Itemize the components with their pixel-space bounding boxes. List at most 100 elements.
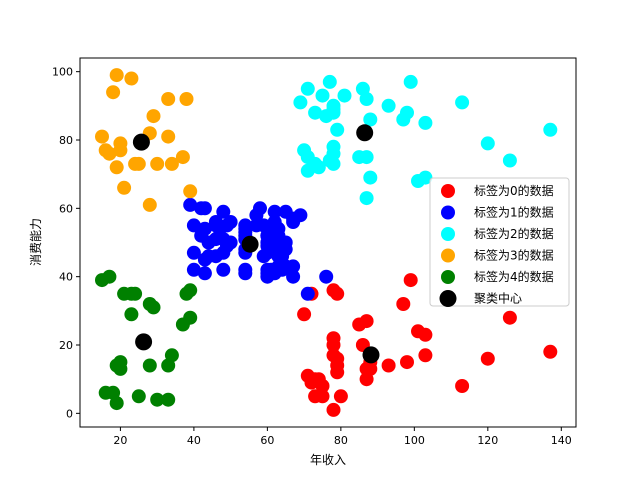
data-point bbox=[418, 327, 433, 342]
x-tick-label: 40 bbox=[187, 434, 201, 447]
data-point bbox=[403, 74, 418, 89]
plot-frame bbox=[79, 57, 577, 428]
data-point bbox=[400, 105, 414, 120]
data-point bbox=[543, 344, 558, 359]
data-point bbox=[113, 136, 128, 151]
legend-marker bbox=[439, 290, 457, 307]
data-point bbox=[109, 68, 124, 83]
legend-label: 聚类中心 bbox=[474, 291, 522, 306]
y-tick-label: 20 bbox=[59, 339, 73, 352]
data-point bbox=[216, 204, 231, 219]
data-point bbox=[315, 389, 330, 404]
data-point bbox=[300, 81, 315, 96]
cluster-center-point bbox=[241, 235, 259, 253]
data-point bbox=[223, 235, 238, 250]
data-point bbox=[113, 361, 128, 376]
data-point bbox=[238, 218, 253, 233]
data-point bbox=[186, 262, 201, 277]
data-point bbox=[315, 88, 330, 103]
data-point bbox=[161, 392, 176, 407]
data-point bbox=[124, 307, 139, 322]
y-tick-label: 100 bbox=[52, 66, 73, 79]
data-point bbox=[106, 85, 121, 100]
data-point bbox=[238, 266, 253, 281]
data-point bbox=[146, 109, 161, 124]
series-4 bbox=[95, 269, 198, 411]
data-point bbox=[326, 338, 341, 352]
data-point bbox=[183, 197, 198, 212]
legend-label: 标签为2的数据 bbox=[474, 226, 554, 241]
legend-label: 标签为0的数据 bbox=[474, 183, 554, 198]
data-point bbox=[293, 208, 308, 223]
x-tick-label: 80 bbox=[334, 434, 348, 447]
data-point bbox=[102, 146, 117, 161]
x-axis-title: 年收入 bbox=[310, 453, 346, 467]
data-point bbox=[381, 358, 396, 373]
data-point bbox=[161, 129, 176, 144]
data-point bbox=[319, 269, 334, 284]
data-point bbox=[216, 262, 231, 277]
data-point bbox=[286, 269, 301, 284]
data-point bbox=[197, 266, 212, 281]
series-5 bbox=[132, 124, 380, 364]
data-point bbox=[455, 95, 470, 110]
data-point bbox=[418, 348, 433, 363]
data-point bbox=[142, 358, 157, 373]
data-point bbox=[161, 92, 176, 106]
data-point bbox=[403, 273, 418, 288]
data-point bbox=[311, 160, 326, 175]
y-tick-label: 40 bbox=[59, 271, 73, 284]
series-1 bbox=[183, 197, 334, 301]
y-tick-label: 0 bbox=[66, 407, 73, 420]
data-point bbox=[300, 286, 315, 301]
data-point bbox=[359, 191, 374, 206]
legend-marker bbox=[441, 248, 455, 263]
x-tick-label: 120 bbox=[477, 434, 498, 447]
y-tick-label: 80 bbox=[59, 134, 73, 147]
data-point bbox=[363, 170, 378, 185]
data-point bbox=[197, 221, 212, 236]
data-point bbox=[326, 102, 341, 117]
data-point bbox=[330, 286, 345, 301]
series-0 bbox=[297, 273, 558, 417]
series-2 bbox=[293, 74, 558, 206]
x-axis: 20 40 60 80 100 120 140 bbox=[113, 427, 572, 447]
data-point bbox=[117, 180, 132, 195]
data-point bbox=[359, 92, 374, 106]
y-axis-title: 消费能力 bbox=[29, 218, 43, 266]
data-point bbox=[363, 112, 378, 127]
data-point bbox=[109, 160, 124, 175]
data-point bbox=[102, 269, 117, 284]
data-point bbox=[131, 389, 146, 404]
data-point bbox=[267, 204, 282, 219]
data-point bbox=[124, 71, 139, 86]
data-point bbox=[179, 92, 194, 106]
legend-marker bbox=[441, 270, 455, 284]
data-point bbox=[308, 105, 323, 120]
legend-marker bbox=[441, 184, 455, 198]
cluster-center-point bbox=[135, 333, 153, 351]
data-point bbox=[175, 150, 190, 165]
data-points bbox=[95, 68, 558, 417]
data-point bbox=[396, 297, 411, 311]
data-point bbox=[502, 310, 517, 325]
data-point bbox=[326, 156, 341, 171]
data-point bbox=[223, 215, 238, 229]
data-point bbox=[337, 88, 352, 103]
legend-marker bbox=[441, 205, 455, 220]
data-point bbox=[128, 286, 143, 301]
legend-label: 标签为1的数据 bbox=[474, 205, 554, 220]
data-point bbox=[183, 310, 198, 325]
cluster-center-point bbox=[132, 133, 150, 151]
data-point bbox=[326, 139, 341, 154]
data-point bbox=[293, 95, 308, 110]
x-tick-label: 100 bbox=[404, 434, 425, 447]
legend-label: 标签为3的数据 bbox=[474, 248, 554, 263]
y-axis: 0 20 40 60 80 100 bbox=[52, 66, 80, 420]
data-point bbox=[286, 259, 301, 274]
cluster-center-point bbox=[356, 124, 374, 142]
data-point bbox=[480, 351, 495, 366]
data-point bbox=[164, 348, 179, 363]
data-point bbox=[418, 115, 433, 130]
